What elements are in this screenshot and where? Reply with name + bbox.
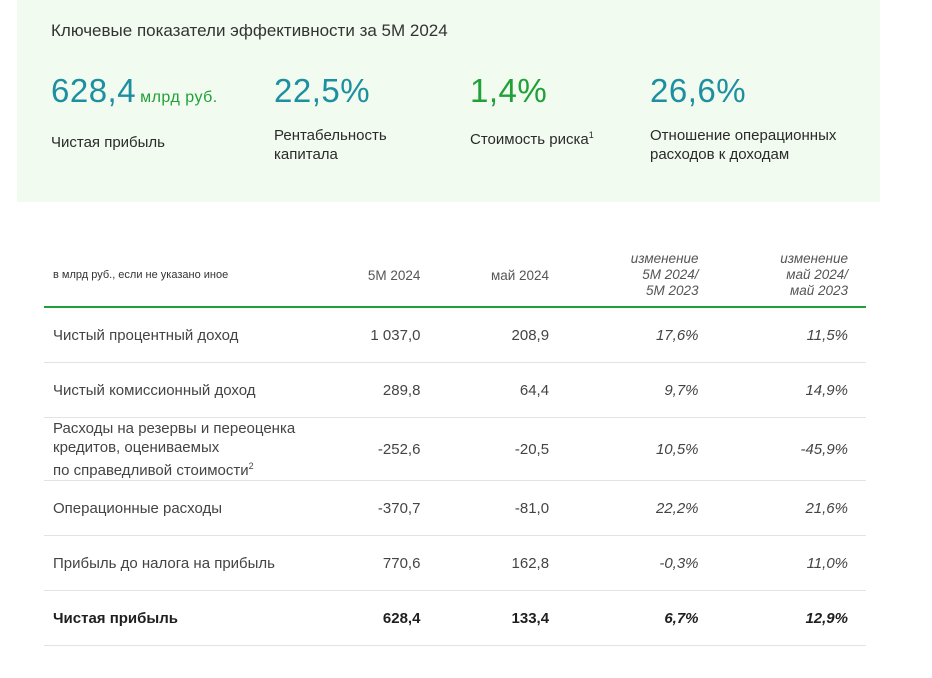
cell-5m-2024: -252,6	[334, 417, 421, 481]
table-row: Операционные расходы -370,7 -81,0 22,2% …	[44, 480, 866, 536]
results-table: в млрд руб., если не указано иное 5М 202…	[44, 244, 866, 646]
row-label: Чистый комиссионный доход	[44, 362, 335, 418]
cell-change-may: 12,9%	[716, 590, 866, 646]
table-header-row: в млрд руб., если не указано иное 5М 202…	[44, 244, 866, 308]
header-line: 5М 2023	[645, 283, 699, 298]
cell-change-may: 11,5%	[716, 307, 866, 363]
row-label: Чистый процентный доход	[44, 307, 335, 363]
kpi-label: Чистая прибыль	[51, 134, 165, 151]
row-label-line: по справедливой стоимости2	[53, 457, 335, 480]
kpi-value: 26,6%	[650, 72, 747, 109]
kpi-label: Стоимость риска1	[470, 126, 594, 149]
footnote-mark: 1	[588, 130, 594, 140]
header-5m-2024: 5М 2024	[334, 244, 421, 308]
cell-change-5m: 17,6%	[567, 307, 717, 363]
row-label: Расходы на резервы и переоценка кредитов…	[44, 417, 335, 481]
header-line: изменение	[630, 251, 699, 266]
row-label-line: кредитов, оцениваемых	[53, 438, 220, 456]
cell-change-may: -45,9%	[716, 417, 866, 481]
footnote-mark: 2	[248, 460, 254, 471]
cell-may-2024: -20,5	[420, 417, 568, 481]
cell-change-may: 11,0%	[716, 535, 866, 591]
cell-may-2024: 133,4	[420, 590, 568, 646]
kpi-net-profit: 628,4 млрд руб. Чистая прибыль	[51, 70, 218, 152]
cell-change-5m: 6,7%	[567, 590, 717, 646]
table-row: Чистый комиссионный доход 289,8 64,4 9,7…	[44, 362, 866, 418]
table-row-total: Чистая прибыль 628,4 133,4 6,7% 12,9%	[44, 590, 866, 646]
row-label-text: по справедливой стоимости	[53, 461, 249, 479]
kpi-unit: млрд руб.	[140, 89, 218, 106]
header-line: 5М 2024/	[642, 267, 699, 282]
kpi-title: Ключевые показатели эффективности за 5М …	[51, 21, 448, 40]
cell-5m-2024: 289,8	[334, 362, 421, 418]
kpi-label-line: Отношение операционных	[650, 127, 837, 144]
cell-5m-2024: -370,7	[334, 480, 421, 536]
kpi-label-text: Стоимость риска	[470, 131, 589, 148]
kpi-number: 628,4	[51, 72, 137, 109]
row-label: Прибыль до налога на прибыль	[44, 535, 335, 591]
kpi-label: Рентабельность капитала	[274, 126, 387, 164]
row-label-line: Расходы на резервы и переоценка	[53, 419, 296, 437]
kpi-label-line: капитала	[274, 146, 338, 163]
kpi-label: Отношение операционных расходов к дохода…	[650, 126, 836, 164]
header-line: изменение	[780, 251, 848, 266]
cell-may-2024: 64,4	[420, 362, 568, 418]
cell-may-2024: 162,8	[420, 535, 568, 591]
row-label: Чистая прибыль	[44, 590, 335, 646]
cell-change-5m: 10,5%	[567, 417, 717, 481]
header-line: май 2023	[789, 283, 848, 298]
cell-change-5m: 22,2%	[567, 480, 717, 536]
cell-change-may: 21,6%	[716, 480, 866, 536]
header-may-2024: май 2024	[420, 244, 568, 308]
kpi-label-line: расходов к доходам	[650, 146, 790, 163]
header-label: в млрд руб., если не указано иное	[44, 244, 335, 308]
financial-table: в млрд руб., если не указано иное 5М 202…	[44, 244, 866, 646]
cell-change-may: 14,9%	[716, 362, 866, 418]
cell-change-5m: 9,7%	[567, 362, 717, 418]
row-label: Операционные расходы	[44, 480, 335, 536]
kpi-cir: 26,6% Отношение операционных расходов к …	[650, 70, 836, 164]
cell-5m-2024: 1 037,0	[334, 307, 421, 363]
cell-may-2024: -81,0	[420, 480, 568, 536]
kpi-roe: 22,5% Рентабельность капитала	[274, 70, 387, 164]
table-row: Расходы на резервы и переоценка кредитов…	[44, 417, 866, 481]
cell-5m-2024: 628,4	[334, 590, 421, 646]
kpi-value: 22,5%	[274, 72, 371, 109]
cell-5m-2024: 770,6	[334, 535, 421, 591]
header-change-may: изменение май 2024/ май 2023	[716, 244, 866, 308]
kpi-cost-of-risk: 1,4% Стоимость риска1	[470, 70, 594, 149]
kpi-value: 1,4%	[470, 72, 548, 109]
kpi-label-line: Рентабельность	[274, 127, 387, 144]
table-row: Прибыль до налога на прибыль 770,6 162,8…	[44, 535, 866, 591]
cell-may-2024: 208,9	[420, 307, 568, 363]
cell-change-5m: -0,3%	[567, 535, 717, 591]
header-line: май 2024/	[786, 267, 848, 282]
header-change-5m: изменение 5М 2024/ 5М 2023	[567, 244, 717, 308]
table-row: Чистый процентный доход 1 037,0 208,9 17…	[44, 307, 866, 363]
kpi-panel: Ключевые показатели эффективности за 5М …	[17, 0, 880, 202]
kpi-value: 628,4 млрд руб.	[51, 70, 218, 119]
